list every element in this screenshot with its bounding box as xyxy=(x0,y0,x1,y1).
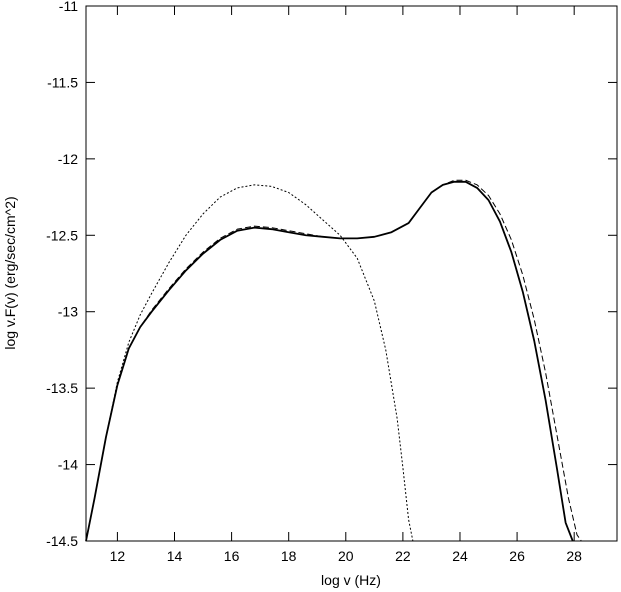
y-axis-label: log v.F(v) (erg/sec/cm^2) xyxy=(2,196,18,349)
series-layer xyxy=(85,179,582,542)
series-line-dashed xyxy=(85,179,582,542)
x-tick-label: 12 xyxy=(110,548,126,564)
series-line-dotted xyxy=(85,184,414,542)
x-tick-label: 26 xyxy=(509,548,525,564)
y-tick-label: -14 xyxy=(58,457,78,473)
y-tick-label: -12 xyxy=(58,151,78,167)
series-line-solid xyxy=(85,180,574,542)
y-tick-label: -14.5 xyxy=(46,533,78,549)
x-tick-label: 24 xyxy=(452,548,468,564)
y-tick-label: -13.5 xyxy=(46,380,78,396)
x-tick-label: 16 xyxy=(224,548,240,564)
x-tick-label: 14 xyxy=(167,548,183,564)
x-tick-label: 28 xyxy=(566,548,582,564)
x-tick-label: 20 xyxy=(338,548,354,564)
x-axis-label: log v (Hz) xyxy=(321,572,381,588)
y-tick-label: -12.5 xyxy=(46,227,78,243)
x-tick-label: 18 xyxy=(281,548,297,564)
x-tick-label: 22 xyxy=(395,548,411,564)
y-tick-label: -13 xyxy=(58,304,78,320)
y-tick-label: -11.5 xyxy=(47,74,78,90)
labels-layer: log v (Hz) log v.F(v) (erg/sec/cm^2) xyxy=(2,196,381,588)
y-tick-label: -11 xyxy=(59,0,78,14)
ticks-layer: 12 14 16 18 20 22 24 26 28 -11 -11.5 -12 -12.5 -13 -13… xyxy=(46,0,617,564)
plot-frame xyxy=(85,5,618,542)
